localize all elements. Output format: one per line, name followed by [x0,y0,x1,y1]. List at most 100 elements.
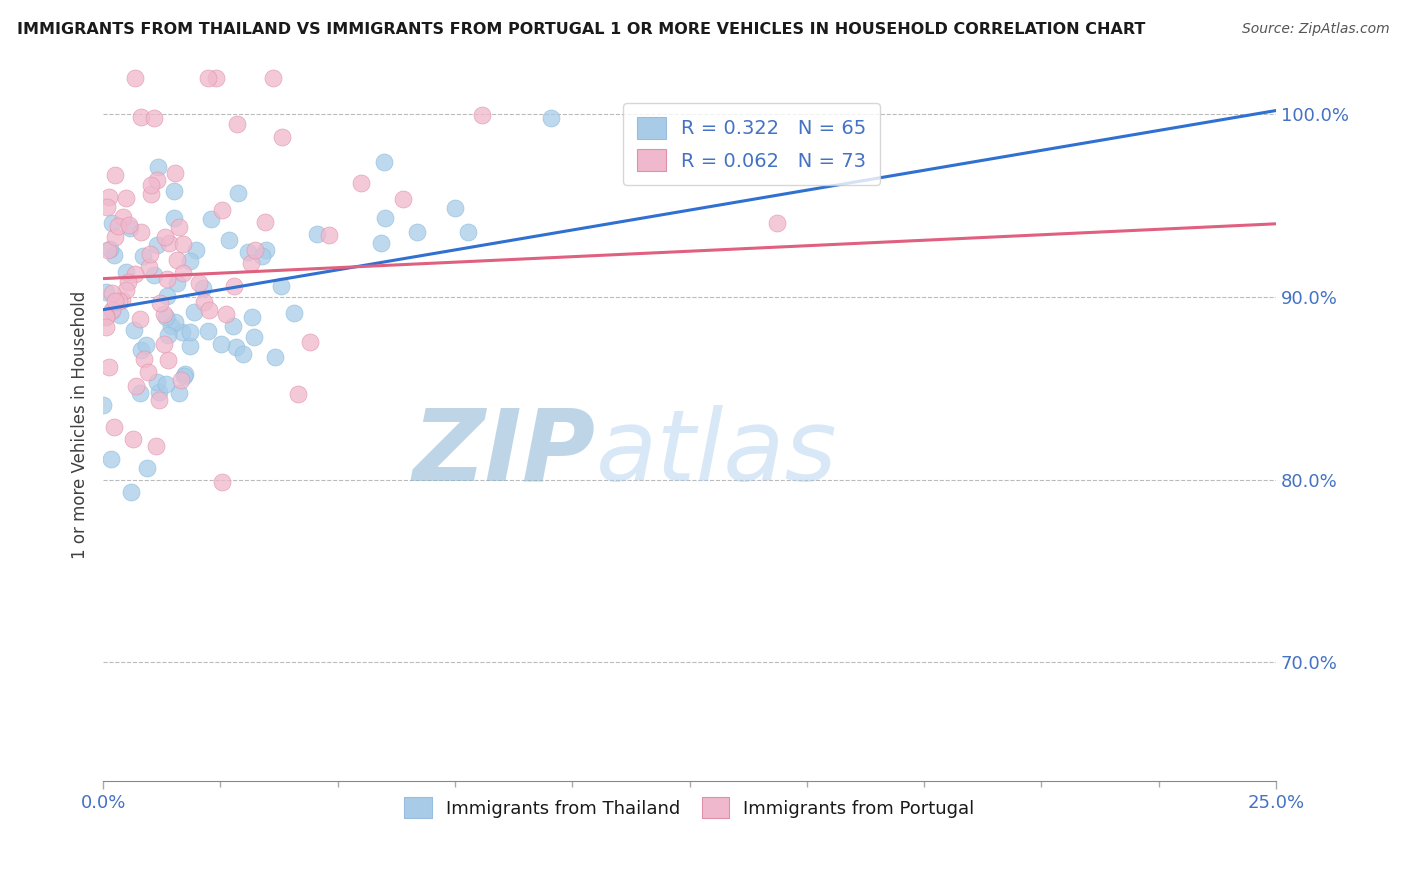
Point [243,330,266,344]
Point [226,186,249,200]
Point [125,379,148,393]
Point [198,302,221,317]
Point [118,219,141,233]
Point [200,212,222,227]
Point [143,268,166,282]
Point [138,260,160,275]
Point [152,337,174,351]
Point [254,215,277,229]
Point [115,284,138,298]
Point [115,265,138,279]
Point [205,70,228,85]
Point [391,192,413,206]
Point [146,173,169,187]
Point [172,325,194,339]
Point [211,475,233,490]
Point [215,307,238,321]
Point [98,360,121,375]
Point [129,343,152,357]
Point [271,129,294,144]
Point [104,293,127,308]
Point [173,367,195,381]
Point [94,319,117,334]
Point [155,376,177,391]
Point [146,376,169,390]
Point [120,484,142,499]
Point [97,243,120,257]
Point [373,155,395,169]
Point [218,233,240,247]
Point [104,169,127,183]
Point [156,289,179,303]
Point [128,311,150,326]
Point [124,267,146,281]
Point [153,307,176,321]
Text: Source: ZipAtlas.com: Source: ZipAtlas.com [1241,22,1389,37]
Point [179,254,201,268]
Point [145,238,167,252]
Point [262,70,284,85]
Point [143,112,166,126]
Point [179,339,201,353]
Point [170,373,193,387]
Point [350,176,373,190]
Point [136,365,159,379]
Point [183,305,205,319]
Text: ZIP: ZIP [413,405,596,502]
Point [197,70,219,85]
Point [225,340,247,354]
Point [134,352,156,367]
Point [443,201,465,215]
Point [211,203,233,218]
Point [148,384,170,399]
Point [139,178,162,192]
Point [128,386,150,401]
Point [108,308,131,322]
Point [254,244,277,258]
Point [209,336,232,351]
Point [166,253,188,268]
Point [129,111,152,125]
Point [141,186,163,201]
Point [145,439,167,453]
Point [101,304,124,318]
Point [540,111,562,125]
Point [471,107,494,121]
Point [173,369,195,384]
Legend: Immigrants from Thailand, Immigrants from Portugal: Immigrants from Thailand, Immigrants fro… [398,790,981,825]
Point [104,229,127,244]
Point [222,279,245,293]
Point [132,249,155,263]
Point [121,432,143,446]
Point [159,318,181,333]
Point [191,281,214,295]
Point [318,227,340,242]
Point [100,451,122,466]
Point [100,285,122,300]
Point [157,327,180,342]
Point [149,296,172,310]
Point [112,210,135,224]
Point [766,216,789,230]
Point [91,397,114,411]
Point [250,249,273,263]
Point [148,393,170,408]
Point [236,244,259,259]
Point [166,276,188,290]
Point [103,248,125,262]
Point [263,351,285,365]
Point [305,227,328,242]
Point [245,243,267,257]
Point [167,386,190,401]
Point [96,200,118,214]
Point [100,302,122,317]
Point [146,161,169,175]
Point [156,272,179,286]
Point [108,294,131,309]
Point [157,236,180,251]
Point [114,191,136,205]
Point [107,219,129,234]
Point [122,323,145,337]
Point [139,247,162,261]
Point [226,117,249,131]
